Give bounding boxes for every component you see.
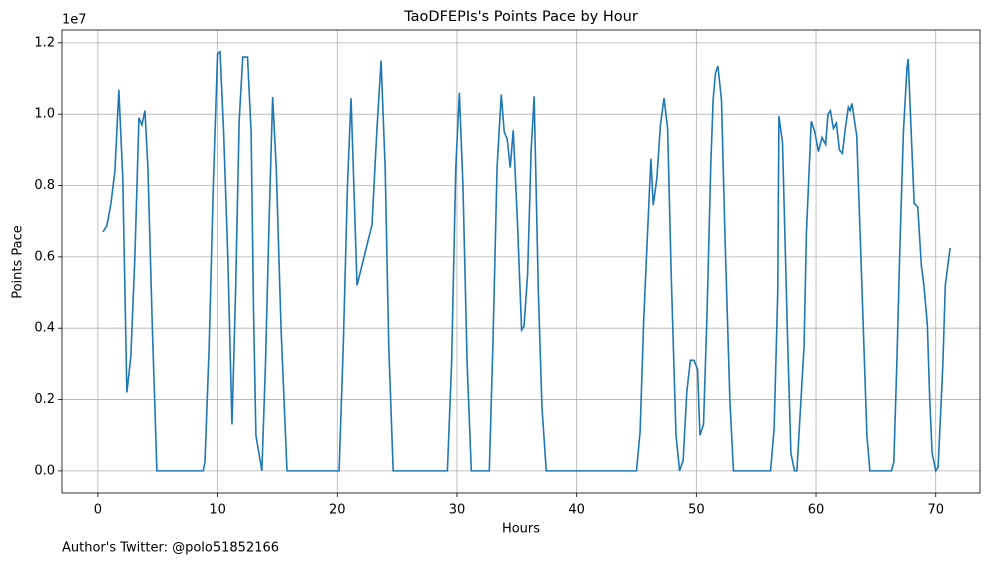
- x-tick-label: 40: [568, 503, 585, 518]
- y-tick-label: 1.2: [34, 35, 55, 50]
- offset-label: 1e7: [62, 13, 87, 28]
- y-axis-label: Points Pace: [11, 225, 26, 299]
- y-tick-label: 1.0: [34, 107, 55, 122]
- y-tick-label: 0.0: [34, 463, 55, 478]
- x-axis-label: Hours: [502, 522, 540, 537]
- footnote: Author's Twitter: @polo51852166: [62, 541, 279, 556]
- x-tick-label: 60: [808, 503, 825, 518]
- line-series: [102, 50, 951, 473]
- x-tick-label: 0: [94, 503, 102, 518]
- x-tick-label: 70: [927, 503, 944, 518]
- y-tick-label: 0.8: [34, 178, 55, 193]
- chart-title: TaoDFEPIs's Points Pace by Hour: [403, 9, 638, 25]
- x-tick-label: 10: [209, 503, 226, 518]
- y-tick-label: 0.2: [34, 392, 55, 407]
- y-tick-label: 0.6: [34, 249, 55, 264]
- y-tick-label: 0.4: [34, 321, 55, 336]
- plot-frame: [61, 29, 981, 494]
- x-tick-label: 30: [449, 503, 466, 518]
- x-tick-label: 20: [329, 503, 346, 518]
- x-tick-label: 50: [688, 503, 705, 518]
